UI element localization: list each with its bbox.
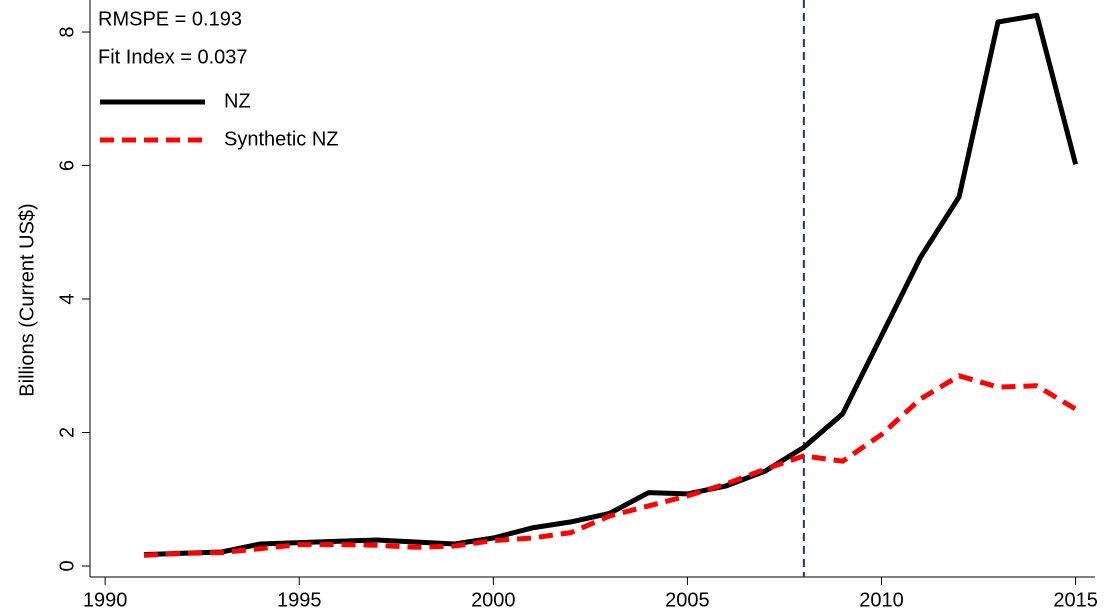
y-tick-label: 8	[56, 26, 78, 37]
y-tick-label: 6	[56, 160, 78, 171]
x-tick-label: 1990	[83, 589, 128, 611]
annotation: RMSPE = 0.193	[98, 8, 242, 30]
y-tick-label: 2	[56, 427, 78, 438]
x-tick-label: 1995	[277, 589, 322, 611]
x-tick-label: 2010	[859, 589, 904, 611]
series-line	[143, 373, 1077, 558]
y-tick-label: 0	[56, 560, 78, 571]
x-tick-label: 2015	[1053, 589, 1098, 611]
y-tick-label: 4	[56, 293, 78, 304]
legend-label: Synthetic NZ	[224, 128, 338, 150]
annotation: Fit Index = 0.037	[98, 46, 248, 68]
x-tick-label: 2005	[665, 589, 710, 611]
x-tick-label: 2000	[471, 589, 516, 611]
series-line	[143, 12, 1079, 558]
legend-label: NZ	[224, 90, 251, 112]
y-axis-label: Billions (Current US$)	[16, 203, 38, 396]
